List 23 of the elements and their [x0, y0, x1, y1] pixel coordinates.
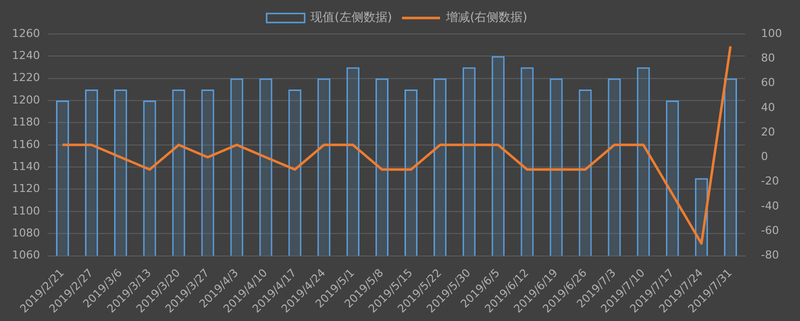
y-tick-label: 1060	[12, 248, 40, 262]
y-tick-label: 1200	[12, 93, 40, 106]
y2-tick-label: -20	[761, 174, 779, 188]
y2-tick-label: 20	[761, 125, 776, 138]
y2-tick-label: 100	[761, 26, 782, 40]
y-tick-label: 1160	[12, 138, 40, 151]
y2-tick-label: -60	[761, 224, 779, 237]
y2-tick-label: 60	[761, 76, 776, 90]
y2-tick-label: 40	[761, 100, 776, 114]
y2-tick-label: 80	[761, 52, 776, 64]
y2-tick-label: -40	[761, 199, 779, 212]
y-tick-label: 1080	[12, 226, 40, 240]
y-tick-label: 1140	[12, 160, 40, 173]
y-tick-label: 1220	[12, 71, 40, 84]
y-tick-label: 1260	[12, 26, 40, 40]
legend-label: 增减(右侧数据)	[445, 10, 528, 24]
y-tick-label: 1120	[12, 182, 40, 196]
y-tick-label: 1180	[12, 116, 40, 129]
y-tick-label: 1100	[12, 204, 40, 218]
y2-tick-label: -80	[761, 248, 779, 262]
legend-label: 现值(左侧数据)	[310, 10, 392, 24]
y2-tick-label: 0	[761, 150, 768, 164]
y-tick-label: 1240	[12, 49, 40, 62]
